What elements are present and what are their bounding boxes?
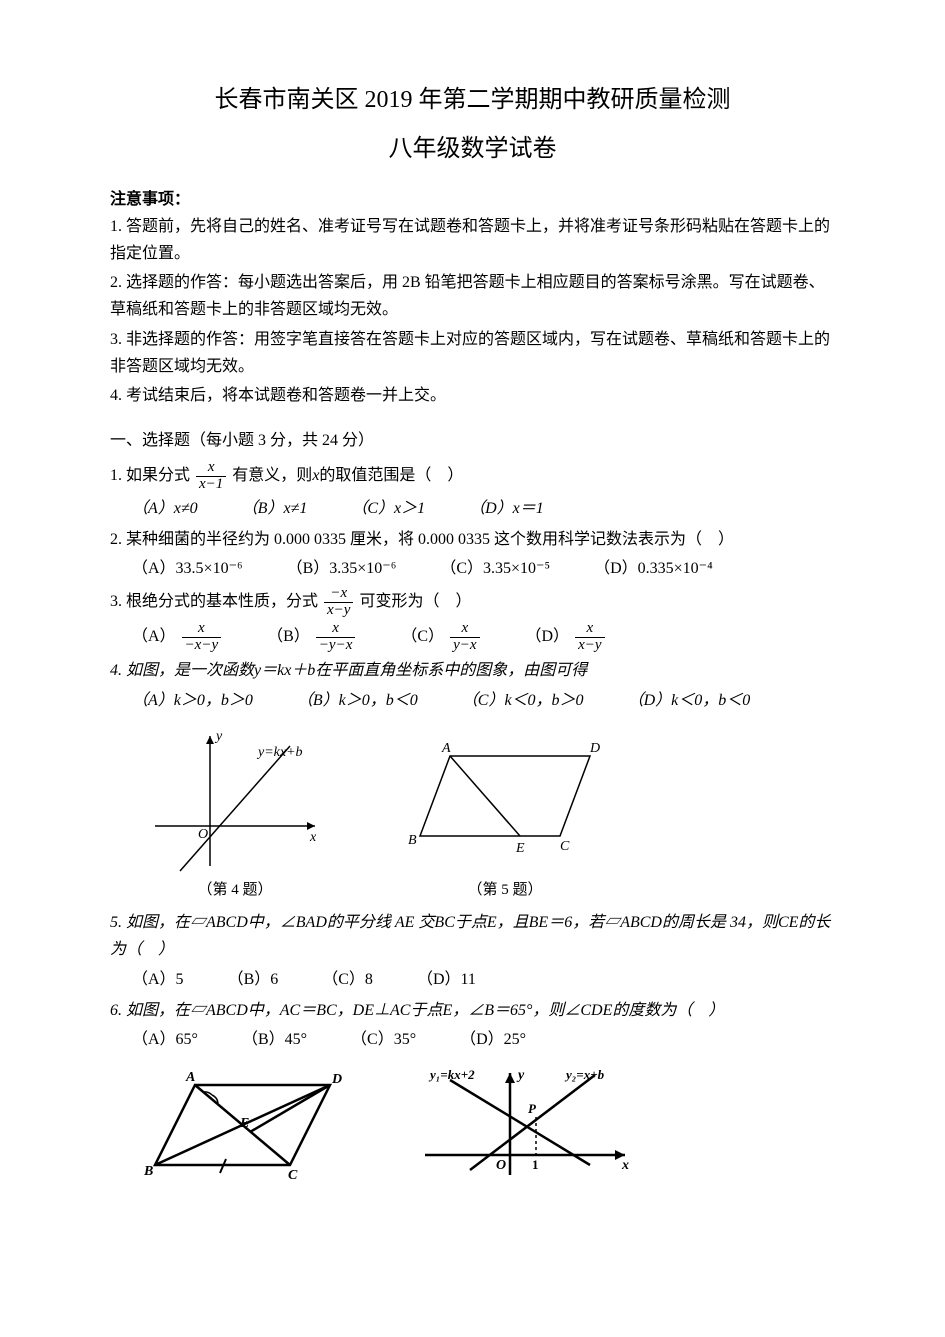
svg-text:B: B xyxy=(408,833,417,848)
figure-row-1: O x y y=kx+b （第 4 题） A D B C E （第 5 题） xyxy=(140,726,835,904)
q2-opt-b: （B）3.35×10⁻⁶ xyxy=(287,555,397,582)
q6-text: 6. 如图，在▱ABCD中，AC＝BC，DE⊥AC于点E，∠B＝65°，则∠CD… xyxy=(110,997,835,1024)
svg-text:E: E xyxy=(515,841,525,856)
q6-opt-d: （D）25° xyxy=(460,1026,526,1053)
q5-options: （A）5 （B）6 （C）8 （D）11 xyxy=(110,966,835,993)
q6-parallelogram-icon: A D B C E xyxy=(140,1065,350,1185)
svg-text:C: C xyxy=(288,1168,298,1183)
q3-opt-b: （B） x−y−x xyxy=(267,621,357,654)
q3-opt-c: （C） xy−x xyxy=(401,621,481,654)
svg-text:D: D xyxy=(589,741,600,756)
svg-text:y=kx+b: y=kx+b xyxy=(256,745,303,760)
q1-opt-d: （D）x＝1 xyxy=(469,495,544,522)
q2-options: （A）33.5×10⁻⁶ （B）3.35×10⁻⁶ （C）3.35×10⁻⁵ （… xyxy=(110,555,835,582)
svg-text:A: A xyxy=(441,741,451,756)
svg-text:E: E xyxy=(239,1116,249,1131)
svg-text:y₁=kx+2: y₁=kx+2 xyxy=(428,1067,475,1082)
question-6: 6. 如图，在▱ABCD中，AC＝BC，DE⊥AC于点E，∠B＝65°，则∠CD… xyxy=(110,997,835,1053)
q1-opt-a: （A）x≠0 xyxy=(132,495,198,522)
section-1-heading: 一、选择题（每小题 3 分，共 24 分） xyxy=(110,427,835,454)
svg-text:O: O xyxy=(496,1158,506,1173)
q5-opt-c: （C）8 xyxy=(322,966,373,993)
figcap-5: （第 5 题） xyxy=(390,878,620,904)
svg-text:1: 1 xyxy=(532,1157,539,1172)
question-2: 2. 某种细菌的半径约为 0.000 0335 厘米，将 0.000 0335 … xyxy=(110,526,835,582)
svg-text:x: x xyxy=(621,1158,629,1173)
svg-text:D: D xyxy=(331,1072,342,1087)
q6-opt-a: （A）65° xyxy=(132,1026,198,1053)
q1-opt-b: （B）x≠1 xyxy=(242,495,308,522)
svg-text:A: A xyxy=(185,1070,195,1085)
q3-opt-a: （A） x−x−y xyxy=(132,621,223,654)
figure-row-2: A D B C E O x y P y₁=kx+2 y₂=x+b 1 xyxy=(140,1065,835,1185)
question-3: 3. 根绝分式的基本性质，分式 −x x−y 可变形为（ ） （A） x−x−y… xyxy=(110,586,835,653)
q4-opt-a: （A）k＞0，b＞0 xyxy=(132,687,253,714)
svg-text:P: P xyxy=(528,1101,537,1116)
svg-text:C: C xyxy=(560,839,570,854)
q3-fraction: −x x−y xyxy=(324,586,353,619)
q4-opt-d: （D）k＜0，b＜0 xyxy=(628,687,751,714)
question-5: 5. 如图，在▱ABCD中，∠BAD的平分线 AE 交BC于点E，且BE＝6，若… xyxy=(110,909,835,993)
notice-heading: 注意事项： xyxy=(110,186,835,213)
question-4: 4. 如图，是一次函数y＝kx＋b在平面直角坐标系中的图象，由图可得 （A）k＞… xyxy=(110,657,835,713)
svg-text:O: O xyxy=(198,827,208,842)
notice-4: 4. 考试结束后，将本试题卷和答题卷一并上交。 xyxy=(110,382,835,409)
q5-opt-d: （D）11 xyxy=(417,966,476,993)
q5-parallelogram-icon: A D B C E xyxy=(390,726,620,876)
q3-opt-d: （D） xx−y xyxy=(526,621,607,654)
q1-text-a: 1. 如果分式 xyxy=(110,467,190,484)
q5-opt-a: （A）5 xyxy=(132,966,184,993)
q3-text-a: 3. 根绝分式的基本性质，分式 xyxy=(110,593,318,610)
q1-text-b: 有意义，则 xyxy=(232,467,312,484)
question-1: 1. 如果分式 x x−1 有意义，则x的取值范围是（ ） （A）x≠0 （B）… xyxy=(110,460,835,522)
q5-opt-b: （B）6 xyxy=(228,966,279,993)
title-main: 长春市南关区 2019 年第二学期期中教研质量检测 xyxy=(110,80,835,121)
svg-text:x: x xyxy=(309,830,317,845)
q4-options: （A）k＞0，b＞0 （B）k＞0，b＜0 （C）k＜0，b＞0 （D）k＜0，… xyxy=(110,687,835,714)
notice-2: 2. 选择题的作答：每小题选出答案后，用 2B 铅笔把答题卡上相应题目的答案标号… xyxy=(110,269,835,323)
q3-text-b: 可变形为（ ） xyxy=(359,593,471,610)
q2-opt-c: （C）3.35×10⁻⁵ xyxy=(440,555,550,582)
q6-opt-c: （C）35° xyxy=(351,1026,416,1053)
figure-q5: A D B C E （第 5 题） xyxy=(390,726,620,904)
q1-options: （A）x≠0 （B）x≠1 （C）x＞1 （D）x＝1 xyxy=(110,495,835,522)
figure-q6: A D B C E xyxy=(140,1065,350,1185)
q5-text: 5. 如图，在▱ABCD中，∠BAD的平分线 AE 交BC于点E，且BE＝6，若… xyxy=(110,909,835,963)
q4-opt-b: （B）k＞0，b＜0 xyxy=(297,687,418,714)
svg-text:y: y xyxy=(214,729,223,744)
q3-options: （A） x−x−y （B） x−y−x （C） xy−x （D） xx−y xyxy=(110,621,835,654)
q4-text: 4. 如图，是一次函数y＝kx＋b在平面直角坐标系中的图象，由图可得 xyxy=(110,657,835,684)
notice-1: 1. 答题前，先将自己的姓名、准考证号写在试题卷和答题卡上，并将准考证号条形码粘… xyxy=(110,213,835,267)
q1-fraction: x x−1 xyxy=(196,460,226,493)
q4-graph-icon: O x y y=kx+b xyxy=(140,726,330,876)
q6-options: （A）65° （B）45° （C）35° （D）25° xyxy=(110,1026,835,1053)
q2-text: 2. 某种细菌的半径约为 0.000 0335 厘米，将 0.000 0335 … xyxy=(110,526,835,553)
figcap-4: （第 4 题） xyxy=(140,878,330,904)
figure-q7: O x y P y₁=kx+2 y₂=x+b 1 xyxy=(410,1065,640,1185)
q7-graph-icon: O x y P y₁=kx+2 y₂=x+b 1 xyxy=(410,1065,640,1185)
q6-opt-b: （B）45° xyxy=(242,1026,307,1053)
q1-opt-c: （C）x＞1 xyxy=(351,495,425,522)
q4-opt-c: （C）k＜0，b＞0 xyxy=(462,687,584,714)
notice-3: 3. 非选择题的作答：用签字笔直接答在答题卡上对应的答题区域内，写在试题卷、草稿… xyxy=(110,326,835,380)
q1-text-c: 的取值范围是（ ） xyxy=(319,467,463,484)
svg-text:y₂=x+b: y₂=x+b xyxy=(564,1067,605,1082)
q2-opt-d: （D）0.335×10⁻⁴ xyxy=(594,555,713,582)
figure-q4: O x y y=kx+b （第 4 题） xyxy=(140,726,330,904)
q2-opt-a: （A）33.5×10⁻⁶ xyxy=(132,555,243,582)
title-sub: 八年级数学试卷 xyxy=(110,129,835,170)
svg-text:B: B xyxy=(143,1164,153,1179)
svg-text:y: y xyxy=(516,1068,525,1083)
